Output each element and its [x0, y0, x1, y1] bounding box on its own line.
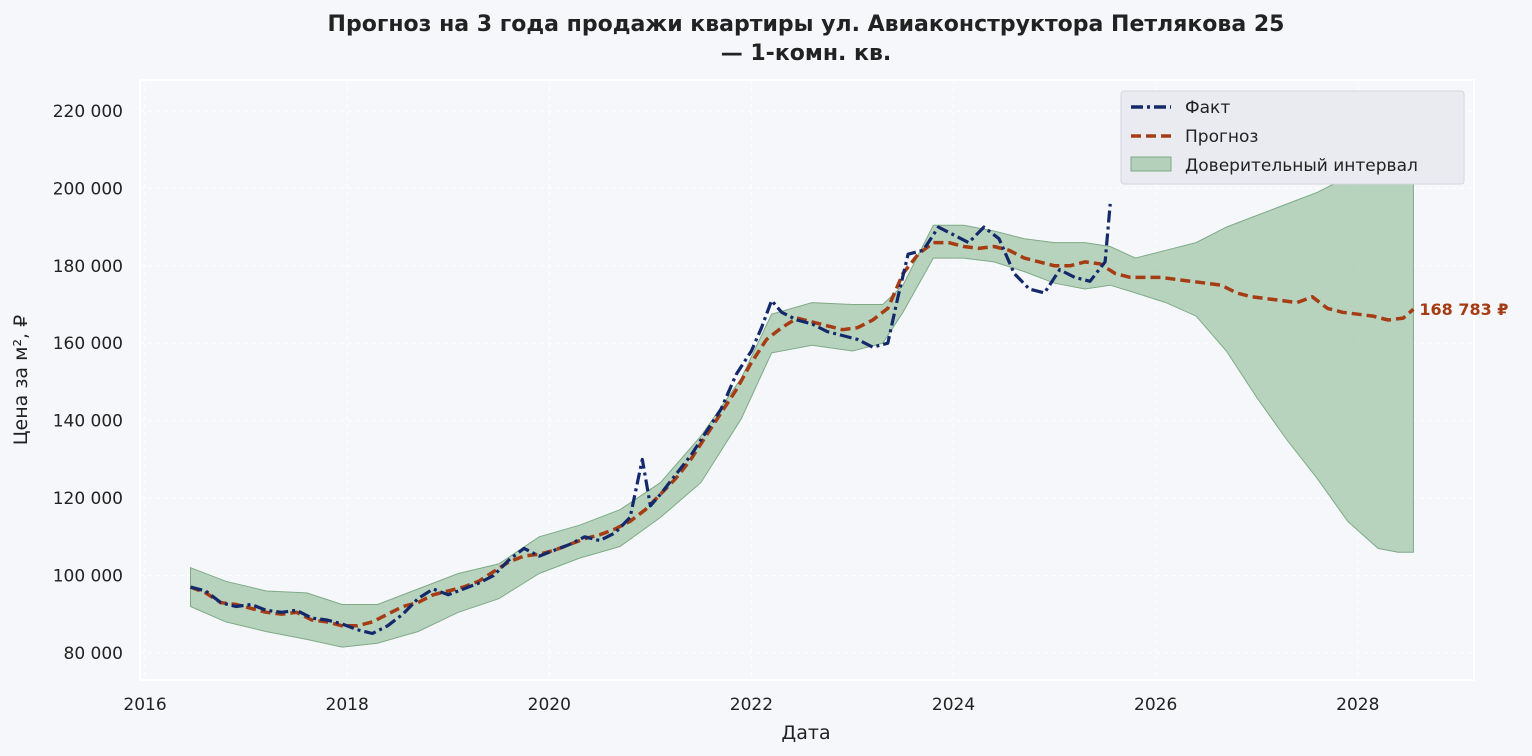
forecast-end-label: 168 783 ₽ [1419, 300, 1508, 319]
x-tick-label: 2022 [730, 695, 773, 715]
y-tick-label: 220 000 [53, 102, 123, 122]
legend-box [1120, 90, 1465, 185]
y-tick-label: 180 000 [53, 257, 123, 277]
y-tick-label: 100 000 [53, 566, 123, 586]
x-tick-label: 2028 [1336, 695, 1379, 715]
y-axis-ticks: 80 000 100 000 120 000 140 000 160 000 180 00… [53, 102, 123, 664]
legend: Факт Прогноз Доверительный интервал [1120, 90, 1465, 185]
legend-band-swatch [1130, 156, 1172, 172]
legend-band-label: Доверительный интервал [1185, 156, 1418, 176]
x-axis-label: Дата [781, 722, 830, 744]
forecast-line [189, 240, 1415, 628]
chart-title-line2: — 1-комн. кв. [721, 41, 892, 66]
fact-line [190, 203, 1112, 636]
x-axis-ticks: 2016 2018 2020 2022 2024 2026 2028 [123, 695, 1379, 715]
legend-fact-label: Факт [1185, 98, 1230, 118]
y-tick-label: 200 000 [53, 179, 123, 199]
x-tick-label: 2024 [932, 695, 975, 715]
x-tick-label: 2020 [528, 695, 571, 715]
y-axis-label: Цена за м², ₽ [10, 315, 32, 445]
y-tick-label: 140 000 [53, 412, 123, 432]
y-tick-label: 160 000 [53, 334, 123, 354]
chart-title-line1: Прогноз на 3 года продажи квартиры ул. А… [328, 12, 1285, 37]
confidence-band [190, 105, 1414, 648]
y-tick-label: 80 000 [64, 644, 123, 664]
x-tick-label: 2026 [1134, 695, 1177, 715]
legend-forecast-label: Прогноз [1185, 127, 1258, 147]
x-tick-label: 2018 [326, 695, 369, 715]
x-tick-label: 2016 [123, 695, 166, 715]
y-tick-label: 120 000 [53, 489, 123, 509]
